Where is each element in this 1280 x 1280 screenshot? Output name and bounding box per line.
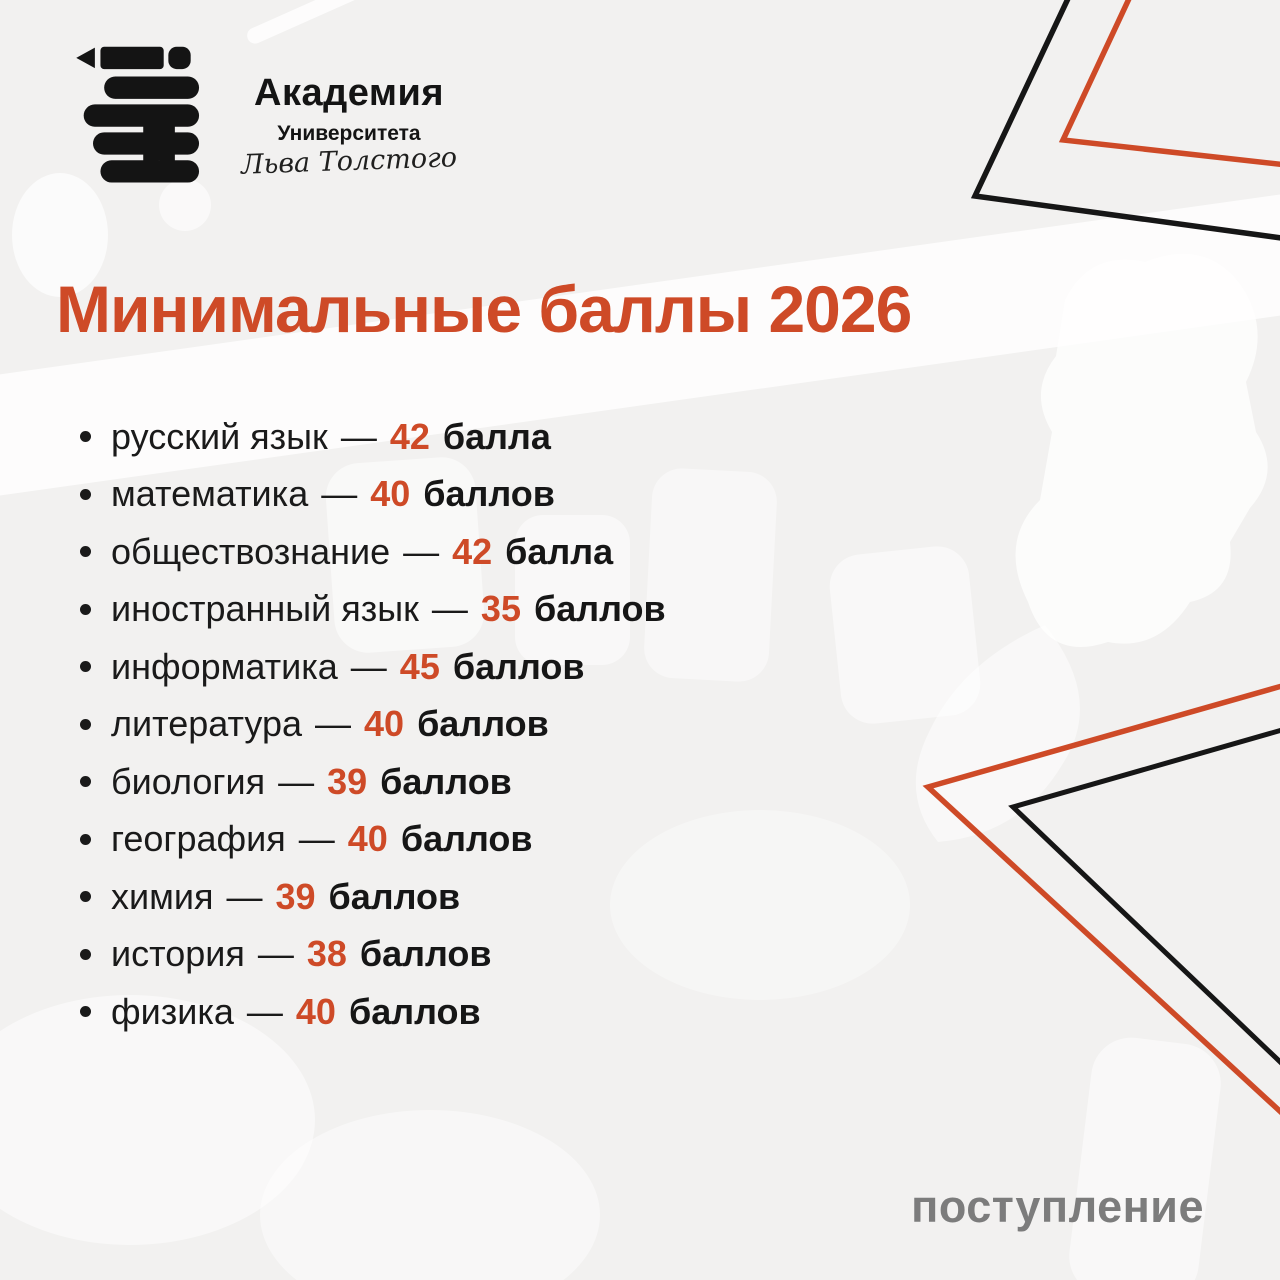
score-list-item: обществознание — 42 балла [78, 523, 666, 581]
top-right-black-frame [970, 0, 1280, 241]
dash-separator: — [350, 645, 387, 687]
score-list-item: литература — 40 баллов [78, 696, 666, 754]
score-value: 42 [389, 415, 430, 457]
bullet-dot-icon [80, 833, 91, 845]
score-value: 40 [295, 990, 336, 1032]
score-value: 39 [275, 875, 316, 917]
bullet-dot-icon [80, 948, 91, 960]
top-right-orange-frame [1058, 0, 1280, 167]
logo-subtitle: Университета [277, 122, 421, 145]
subject-label: химия [111, 875, 214, 917]
score-unit: баллов [380, 760, 512, 802]
footer-tag: поступление [911, 1181, 1204, 1232]
subject-label: математика [111, 473, 309, 515]
score-value: 40 [370, 473, 411, 515]
score-list-item: химия — 39 баллов [78, 868, 666, 926]
score-list-item: история — 38 баллов [78, 926, 666, 984]
dash-separator: — [298, 818, 335, 860]
bullet-dot-icon [80, 661, 91, 673]
score-list-item: математика — 40 баллов [78, 466, 666, 524]
books-and-pencil-icon [76, 46, 200, 183]
bullet-dot-icon [80, 488, 91, 500]
subject-label: литература [111, 703, 303, 745]
score-unit: баллов [423, 473, 555, 515]
score-unit: балла [442, 415, 551, 457]
subject-label: информатика [111, 645, 338, 687]
score-unit: балла [505, 530, 614, 572]
logo: Академия Университета Льва Толстого [58, 30, 458, 190]
dash-separator: — [431, 588, 468, 630]
subject-label: физика [111, 990, 234, 1032]
scores-list: русский язык — 42 балла математика — 40 … [78, 408, 666, 1041]
subject-label: обществознание [111, 530, 391, 572]
score-value: 40 [347, 818, 388, 860]
score-list-item: биология — 39 баллов [78, 753, 666, 811]
score-value: 45 [399, 645, 440, 687]
subject-label: биология [111, 760, 266, 802]
logo-text-block: Академия Университета Льва Толстого [240, 30, 458, 190]
score-value: 40 [364, 703, 405, 745]
score-list-item: иностранный язык — 35 баллов [78, 581, 666, 639]
bullet-dot-icon [80, 546, 91, 558]
score-value: 42 [452, 530, 493, 572]
dash-separator: — [278, 760, 315, 802]
score-value: 38 [306, 933, 347, 975]
score-list-item: информатика — 45 баллов [78, 638, 666, 696]
bullet-dot-icon [80, 891, 91, 903]
subject-label: русский язык [111, 415, 328, 457]
score-list-item: физика — 40 баллов [78, 983, 666, 1041]
score-unit: баллов [417, 703, 549, 745]
subject-label: история [111, 933, 245, 975]
logo-title: Академия [254, 72, 444, 114]
subject-label: география [111, 818, 286, 860]
score-list-item: русский язык — 42 балла [78, 408, 666, 466]
dash-separator: — [321, 473, 358, 515]
dash-separator: — [257, 933, 294, 975]
page-title: Минимальные баллы 2026 [56, 272, 912, 346]
bullet-dot-icon [80, 718, 91, 730]
score-unit: баллов [400, 818, 533, 860]
bullet-dot-icon [80, 1006, 91, 1018]
bottom-right-orange-frame [922, 683, 1280, 1115]
score-unit: баллов [452, 645, 585, 687]
score-unit: баллов [359, 933, 492, 975]
dash-separator: — [340, 415, 377, 457]
score-unit: баллов [328, 875, 461, 917]
dash-separator: — [315, 703, 352, 745]
bottom-right-black-frame [1008, 727, 1280, 1066]
score-list-item: география — 40 баллов [78, 811, 666, 869]
bullet-dot-icon [80, 431, 91, 443]
score-value: 39 [327, 760, 368, 802]
subject-label: иностранный язык [111, 588, 419, 630]
score-unit: баллов [533, 588, 666, 630]
dash-separator: — [226, 875, 263, 917]
dash-separator: — [403, 530, 440, 572]
score-value: 35 [480, 588, 521, 630]
bullet-dot-icon [80, 776, 91, 788]
bullet-dot-icon [80, 603, 91, 615]
dash-separator: — [246, 990, 283, 1032]
score-unit: баллов [348, 990, 481, 1032]
logo-signature: Льва Толстого [240, 142, 458, 181]
